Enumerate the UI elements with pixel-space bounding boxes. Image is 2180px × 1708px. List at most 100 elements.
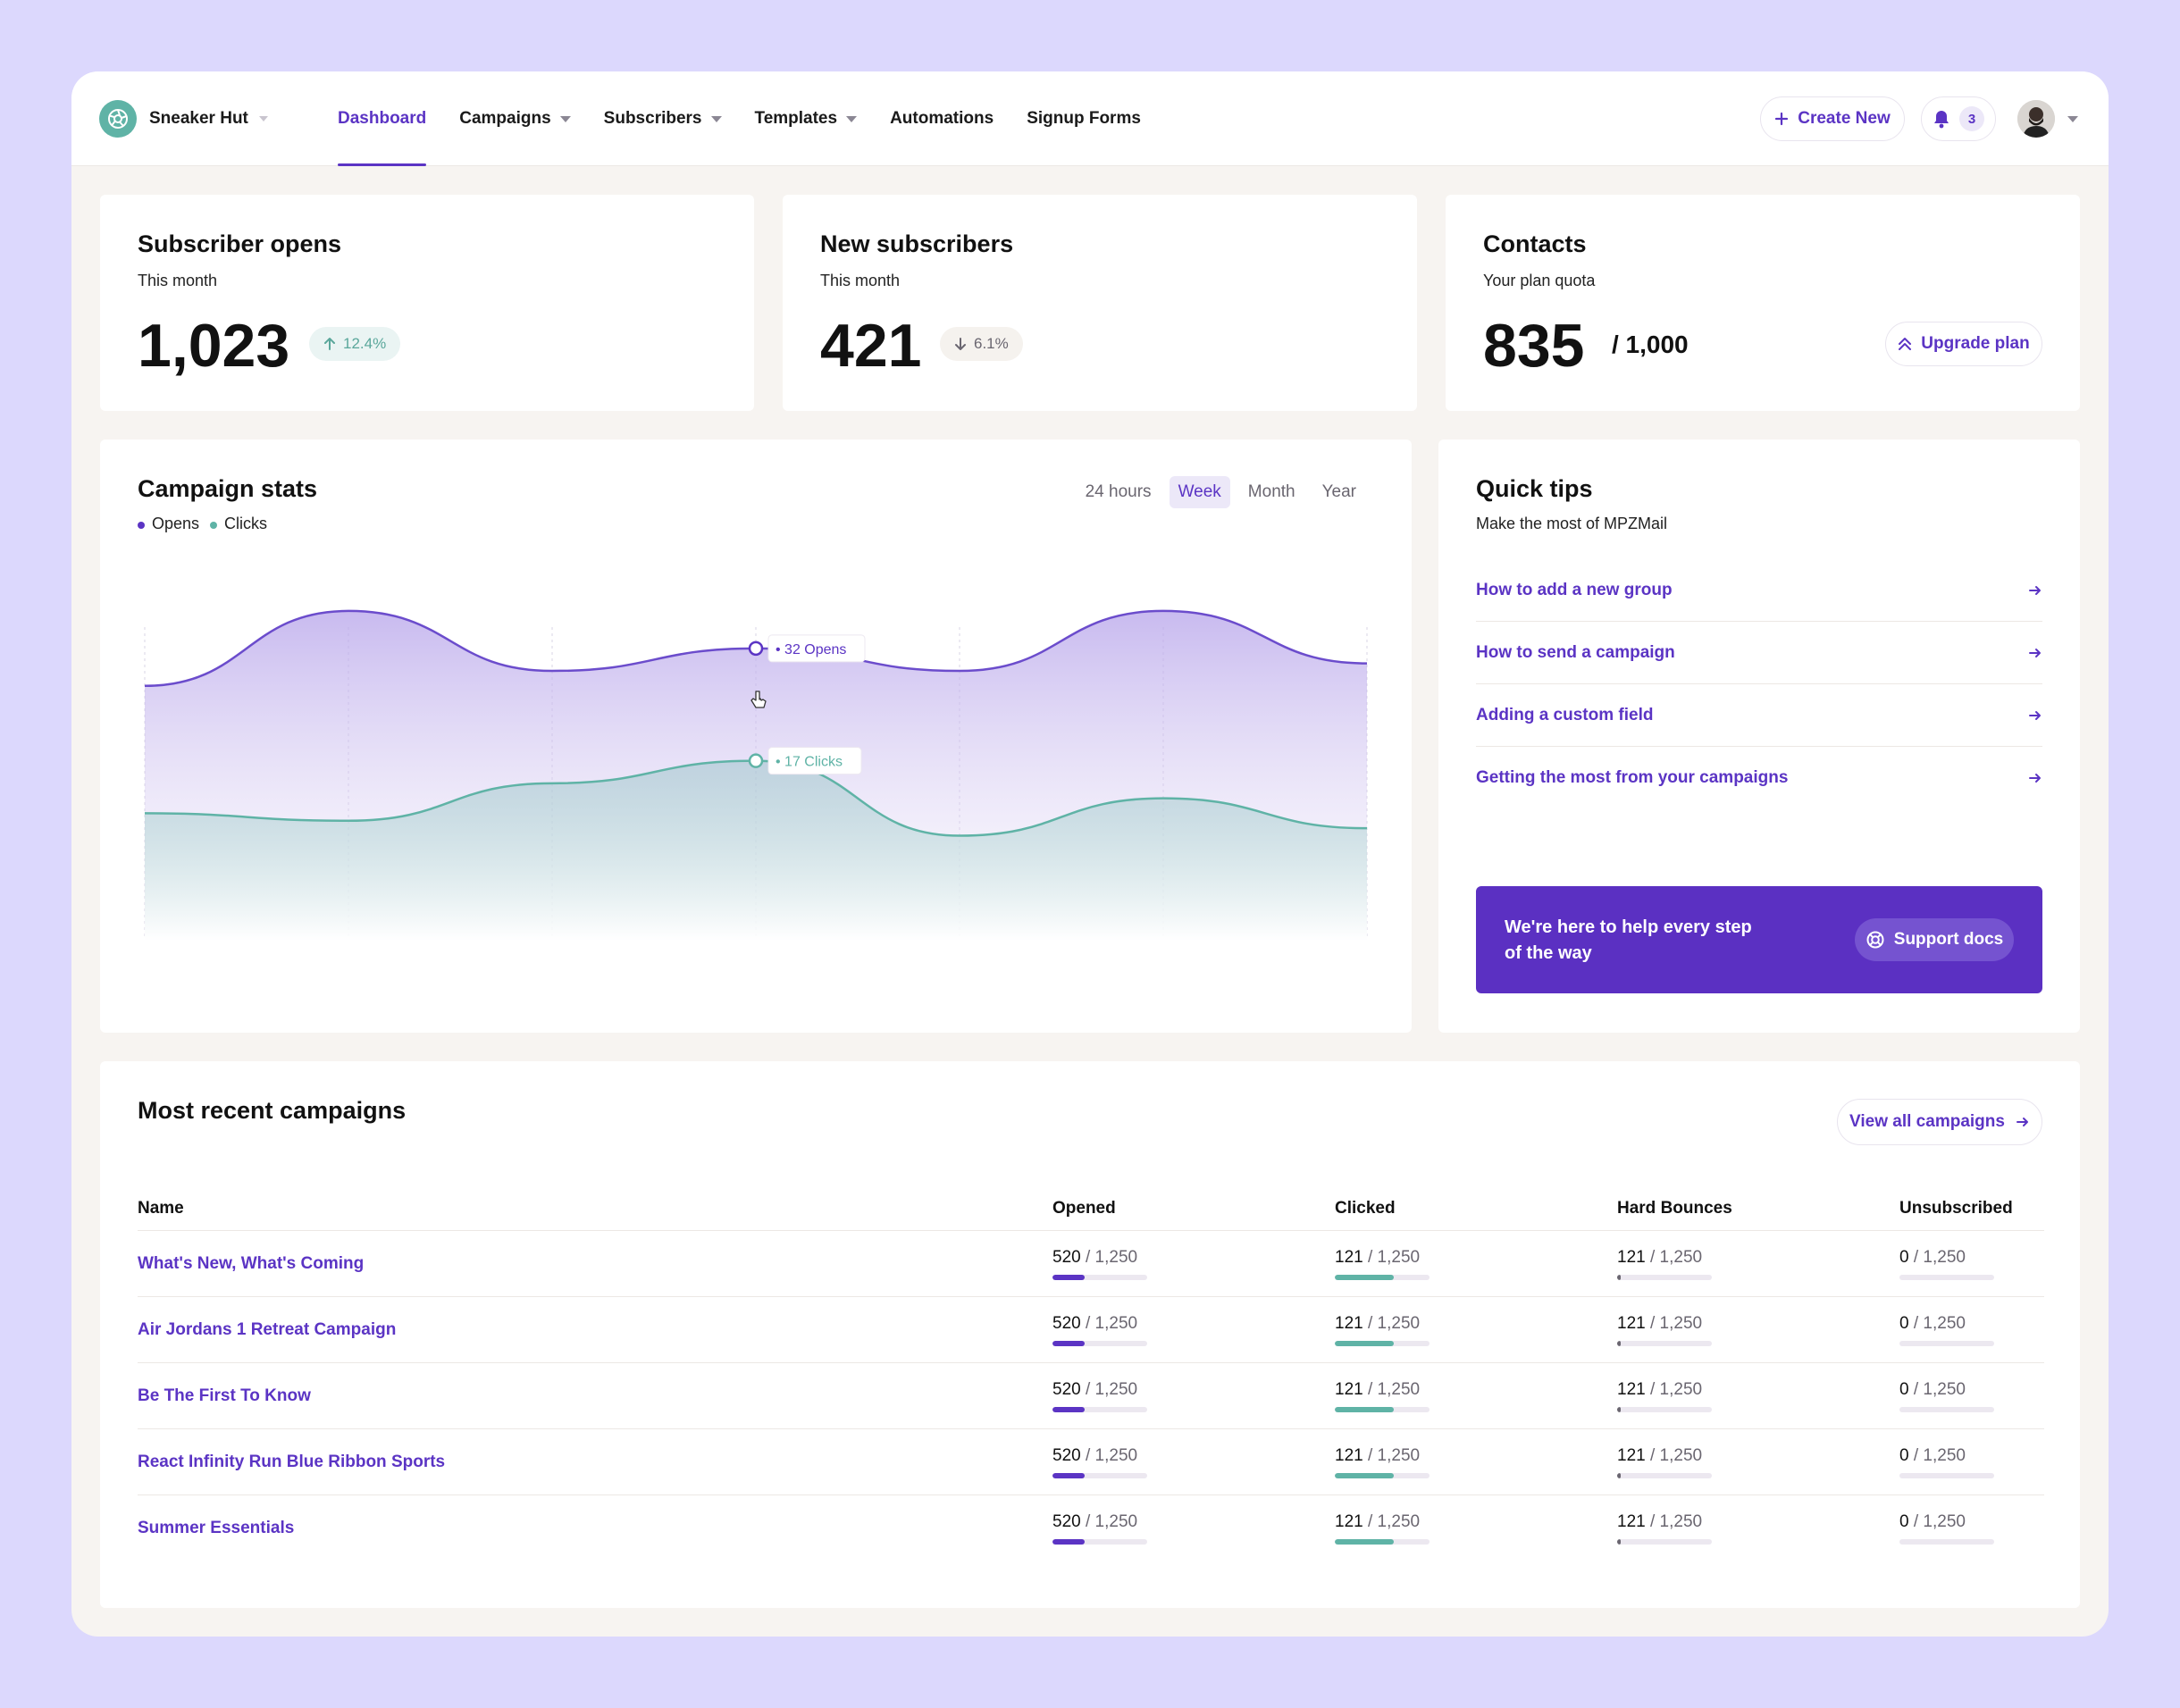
unsubscribed-cell: 0 / 1,250 — [1899, 1248, 2042, 1280]
campaign-name-link[interactable]: Air Jordans 1 Retreat Campaign — [138, 1319, 397, 1339]
metric-value: 0 — [1899, 1247, 1909, 1267]
metric-value: 121 — [1617, 1445, 1646, 1465]
metric-value: 520 — [1052, 1512, 1081, 1531]
progress-fill — [1052, 1406, 1086, 1412]
nav-campaigns[interactable]: Campaigns — [459, 71, 571, 166]
area-clicks — [145, 760, 1367, 940]
bounces-cell: 121 / 1,250 — [1617, 1446, 1899, 1478]
change-badge: 6.1% — [940, 327, 1023, 361]
tip-link[interactable]: How to send a campaign — [1476, 622, 2042, 684]
bounces-cell: 121 / 1,250 — [1617, 1248, 1899, 1280]
opened-cell: 520 / 1,250 — [1052, 1380, 1335, 1412]
tab-month[interactable]: Month — [1247, 482, 1295, 501]
view-all-label: View all campaigns — [1849, 1112, 2005, 1131]
clicked-progress — [1335, 1274, 1430, 1280]
legend-clicks: Clicks — [210, 515, 267, 533]
metric-value: 121 — [1335, 1313, 1363, 1333]
nav-dashboard[interactable]: Dashboard — [338, 71, 427, 166]
metric-total: / 1,250 — [1085, 1512, 1138, 1531]
tab-year[interactable]: Year — [1321, 482, 1356, 501]
nav-label: Templates — [754, 109, 838, 128]
column-header-hard-bounces[interactable]: Hard Bounces — [1617, 1198, 1732, 1218]
opened-progress — [1052, 1340, 1147, 1346]
nav-signup-forms[interactable]: Signup Forms — [1027, 71, 1141, 166]
metric-total: / 1,250 — [1085, 1313, 1138, 1333]
metric-total: / 1,250 — [1913, 1379, 1966, 1399]
tab-week[interactable]: Week — [1169, 476, 1230, 508]
campaign-name-link[interactable]: Be The First To Know — [138, 1386, 311, 1405]
nav-templates[interactable]: Templates — [755, 71, 858, 166]
tip-link[interactable]: How to add a new group — [1476, 559, 2042, 622]
create-new-button[interactable]: Create New — [1760, 96, 1905, 141]
arrow-right-icon — [2029, 774, 2041, 783]
nav-automations[interactable]: Automations — [890, 71, 994, 166]
metric-value: 121 — [1335, 1247, 1363, 1267]
view-all-campaigns-button[interactable]: View all campaigns — [1837, 1099, 2042, 1145]
upgrade-plan-button[interactable]: Upgrade plan — [1885, 322, 2042, 366]
data-point-clicks-fri[interactable] — [954, 831, 965, 841]
arrow-right-icon — [2016, 1118, 2028, 1126]
campaigns-table: Name Opened Clicked Hard Bounces Unsubsc… — [138, 1186, 2044, 1561]
avatar — [2017, 100, 2055, 138]
stat-value: 1,023 — [138, 312, 290, 380]
data-point-clicks-sat[interactable] — [1158, 793, 1169, 804]
tip-link[interactable]: Getting the most from your campaigns — [1476, 747, 2042, 809]
data-point-clicks-mon[interactable] — [139, 808, 150, 818]
user-menu[interactable] — [2017, 100, 2078, 138]
tooltip-box — [767, 634, 866, 663]
highlight-marker-opens[interactable] — [748, 640, 764, 657]
chart-legend: Opens Clicks — [138, 515, 267, 533]
column-header-clicked[interactable]: Clicked — [1335, 1198, 1396, 1218]
data-point-opens-fri[interactable] — [954, 666, 965, 676]
plus-icon — [1775, 112, 1789, 126]
tip-label: Adding a custom field — [1476, 705, 1654, 724]
campaign-name-link[interactable]: React Infinity Run Blue Ribbon Sports — [138, 1452, 446, 1471]
column-header-name[interactable]: Name — [138, 1198, 184, 1218]
metric-total: / 1,250 — [1913, 1247, 1966, 1267]
change-badge: 12.4% — [309, 327, 401, 361]
metric-value: 0 — [1899, 1379, 1909, 1399]
column-header-opened[interactable]: Opened — [1052, 1198, 1116, 1218]
progress-fill — [1052, 1274, 1086, 1280]
table-row: Summer Essentials 520 / 1,250 121 / 1,25… — [138, 1495, 2044, 1561]
support-docs-button[interactable]: Support docs — [1855, 918, 2014, 961]
metric-total: / 1,250 — [1649, 1313, 1703, 1333]
subscriber-opens-card: Subscriber opens This month 1,023 12.4% — [100, 195, 754, 411]
notifications-button[interactable]: 3 — [1921, 96, 1996, 141]
data-point-opens-sun[interactable] — [1362, 658, 1372, 669]
data-point-opens-tue[interactable] — [343, 606, 354, 616]
table-header: Name Opened Clicked Hard Bounces Unsubsc… — [138, 1186, 2044, 1231]
campaign-name-link[interactable]: Summer Essentials — [138, 1519, 295, 1537]
card-title: Subscriber opens — [138, 230, 342, 257]
card-subtitle: Make the most of MPZMail — [1476, 515, 1668, 532]
workspace-switcher[interactable]: Sneaker Hut — [99, 100, 268, 138]
metric-total: / 1,250 — [1085, 1379, 1138, 1399]
data-point-opens-wed[interactable] — [547, 666, 558, 676]
bounces-cell: 121 / 1,250 — [1617, 1512, 1899, 1545]
data-point-opens-mon[interactable] — [139, 681, 150, 691]
legend-dot — [138, 522, 145, 529]
card-title: Quick tips — [1476, 475, 1593, 502]
data-point-clicks-sun[interactable] — [1362, 823, 1372, 833]
progress-fill — [1617, 1274, 1621, 1280]
tip-link[interactable]: Adding a custom field — [1476, 684, 2042, 747]
data-point-opens-sat[interactable] — [1158, 606, 1169, 616]
top-navigation: Sneaker Hut Dashboard Campaigns Subscrib… — [71, 71, 2109, 166]
progress-fill — [1335, 1472, 1394, 1478]
card-subtitle: This month — [820, 272, 901, 289]
stat-value: 835 — [1483, 312, 1585, 380]
highlight-marker-clicks[interactable] — [748, 753, 764, 768]
tab-24-hours[interactable]: 24 hours — [1085, 482, 1152, 501]
data-point-clicks-wed[interactable] — [547, 778, 558, 789]
metric-value: 121 — [1335, 1445, 1363, 1465]
column-header-unsubscribed[interactable]: Unsubscribed — [1899, 1198, 2013, 1218]
campaign-name-link[interactable]: What's New, What's Coming — [138, 1253, 365, 1273]
data-point-clicks-tue[interactable] — [343, 816, 354, 826]
opened-cell: 520 / 1,250 — [1052, 1314, 1335, 1346]
clicked-progress — [1335, 1539, 1430, 1545]
metric-total: / 1,250 — [1913, 1313, 1966, 1333]
unsubscribed-progress — [1899, 1539, 1994, 1545]
quick-tips-card: Quick tips Make the most of MPZMail How … — [1438, 440, 2080, 1033]
nav-subscribers[interactable]: Subscribers — [604, 71, 722, 166]
metric-total: / 1,250 — [1649, 1512, 1703, 1531]
